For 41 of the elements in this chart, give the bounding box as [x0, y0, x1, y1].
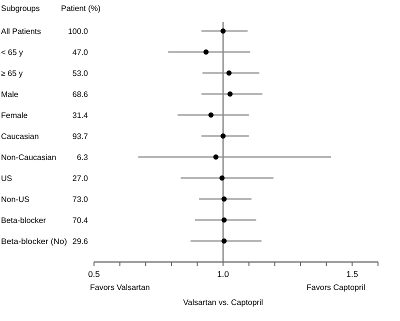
y-tick-label: Beta-blocker [1, 216, 46, 225]
point [227, 91, 233, 97]
y-tick-label: All Patients [1, 27, 42, 36]
point [220, 28, 226, 34]
y2-tick-label: 53.0 [72, 69, 89, 78]
x-axis-title: Valsartan vs. Captopril [183, 298, 264, 307]
y2-tick-label: 6.3 [76, 153, 89, 162]
point [222, 196, 227, 202]
y2-tick-label: 47.0 [72, 48, 89, 57]
y2-tick-label: 73.0 [72, 195, 89, 204]
point [203, 49, 209, 55]
y2-tick-label: 68.6 [72, 90, 89, 99]
y-tick-label: Non-Caucasian [1, 153, 56, 162]
y-tick-label: US [1, 174, 12, 183]
y-tick-label: Non-US [1, 195, 30, 204]
y2-axis-title: Patient (%) [61, 4, 101, 13]
point [222, 217, 227, 223]
point [226, 70, 232, 76]
y2-tick-label: 29.6 [72, 237, 89, 246]
text: Favors Valsartan [90, 283, 150, 292]
text: Favors Captopril [306, 283, 366, 292]
y-axis-title: Subgroups [1, 4, 40, 13]
y-tick-label: < 65 y [1, 48, 24, 57]
y2-tick-label: 70.4 [72, 216, 89, 225]
x-tick-label: 1.0 [217, 269, 230, 279]
y-tick-label: Caucasian [1, 132, 39, 141]
y-tick-label: ≥ 65 y [1, 69, 23, 78]
point [208, 112, 214, 118]
point [220, 133, 226, 139]
point [219, 175, 225, 181]
point [222, 238, 227, 244]
y2-tick-label: 100.0 [68, 27, 89, 36]
x-tick-label: 1.5 [346, 269, 358, 279]
point [213, 154, 218, 160]
y2-tick-label: 31.4 [72, 111, 89, 120]
y2-tick-label: 27.0 [72, 174, 89, 183]
y-tick-label: Beta-blocker (No) [1, 237, 68, 246]
y2-tick-label: 93.7 [72, 132, 89, 141]
y-tick-label: Female [1, 111, 28, 120]
y-tick-label: Male [1, 90, 19, 99]
x-tick-label: 0.5 [88, 269, 100, 279]
